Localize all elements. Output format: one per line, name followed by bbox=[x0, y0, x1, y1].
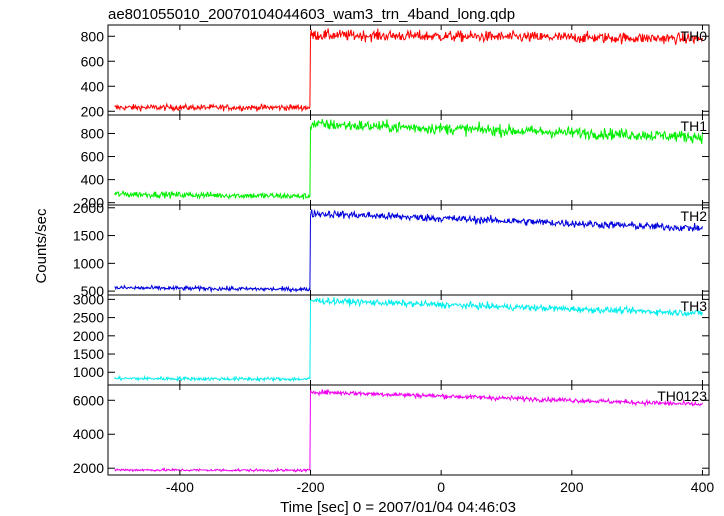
y-tick-label: 1000 bbox=[73, 255, 104, 271]
x-tick-label: 200 bbox=[560, 479, 584, 495]
series-line-th3 bbox=[114, 296, 703, 383]
panel-frame bbox=[107, 294, 710, 386]
y-tick-label: 2000 bbox=[73, 200, 104, 216]
y-tick-label: 3000 bbox=[73, 291, 104, 307]
panel-frame bbox=[107, 384, 710, 476]
y-tick-label: 1000 bbox=[73, 364, 104, 380]
panel-label-th0: TH0 bbox=[681, 28, 708, 44]
panel-th1: 200 400 600 800 TH1 bbox=[81, 114, 710, 211]
series-line-th1 bbox=[114, 119, 703, 200]
series-line-th0 bbox=[114, 28, 703, 113]
panel-th0: 200 400 600 800 TH0 bbox=[81, 24, 710, 119]
y-tick-label: 800 bbox=[81, 28, 105, 44]
y-tick-label: 2000 bbox=[73, 328, 104, 344]
y-tick-label: 400 bbox=[81, 78, 105, 94]
panel-th3: 1000 1500 2000 2500 3000 TH3 bbox=[73, 291, 710, 386]
y-tick-label: 200 bbox=[81, 103, 105, 119]
x-tick-label: 0 bbox=[437, 479, 445, 495]
panel-label-th0123: TH0123 bbox=[657, 388, 707, 404]
panels: 200 400 600 800 TH0 200 400 600 800 TH1 500 1000 150… bbox=[73, 24, 710, 476]
y-axis-label: Counts/sec bbox=[33, 208, 50, 284]
series-line-th0123 bbox=[114, 388, 703, 473]
x-axis-label: Time [sec] 0 = 2007/01/04 04:46:03 bbox=[280, 499, 516, 516]
panel-label-th3: TH3 bbox=[681, 298, 708, 314]
y-tick-label: 200 bbox=[81, 195, 105, 211]
y-tick-label: 1500 bbox=[73, 346, 104, 362]
chart-title: ae801055010_20070104044603_wam3_trn_4ban… bbox=[108, 6, 515, 23]
y-tick-label: 6000 bbox=[73, 392, 104, 408]
y-tick-label: 600 bbox=[81, 53, 105, 69]
x-axis-tick-labels: -400 -200 0 200 400 bbox=[166, 479, 715, 495]
y-tick-label: 2500 bbox=[73, 310, 104, 326]
panel-frame bbox=[107, 114, 710, 206]
y-tick-label: 1500 bbox=[73, 228, 104, 244]
y-tick-label: 800 bbox=[81, 125, 105, 141]
panel-th0123: 2000 4000 6000 TH0123 bbox=[73, 384, 710, 476]
y-tick-label: 500 bbox=[81, 283, 105, 299]
x-tick-label: -400 bbox=[166, 479, 194, 495]
y-tick-label: 600 bbox=[81, 149, 105, 165]
panel-label-th2: TH2 bbox=[681, 208, 708, 224]
panel-label-th1: TH1 bbox=[681, 118, 708, 134]
y-tick-label: 2000 bbox=[73, 460, 104, 476]
y-tick-label: 4000 bbox=[73, 426, 104, 442]
panel-th2: 500 1000 1500 2000 TH2 bbox=[73, 200, 710, 299]
series-line-th2 bbox=[114, 209, 703, 294]
x-tick-label: -200 bbox=[296, 479, 324, 495]
x-tick-label: 400 bbox=[691, 479, 715, 495]
y-tick-label: 400 bbox=[81, 172, 105, 188]
